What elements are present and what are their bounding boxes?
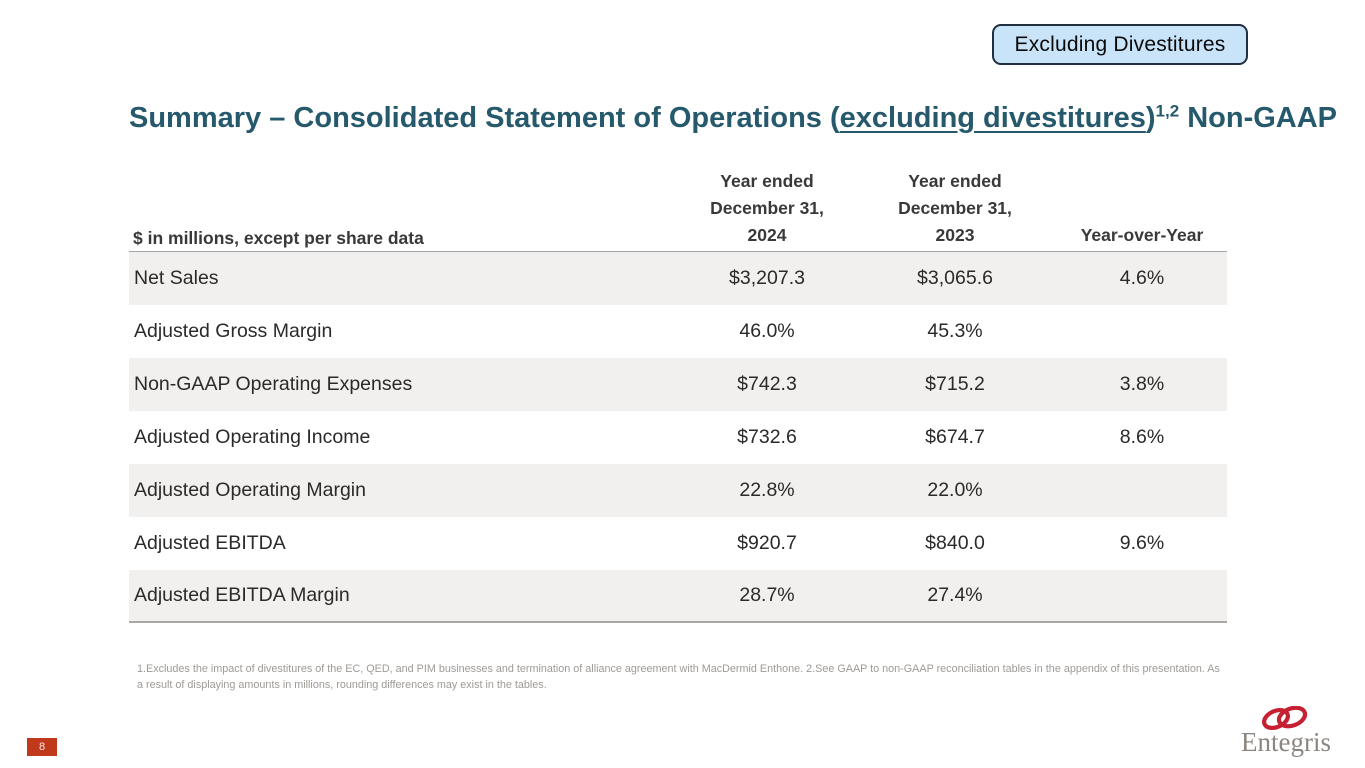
header-year-2023: Year ended December 31, 2023 <box>853 168 1057 249</box>
row-value-2023: 45.3% <box>927 320 983 342</box>
row-value-2024: $3,207.3 <box>729 267 805 289</box>
table-body: Net Sales $3,207.3 $3,065.6 4.6% Adjuste… <box>129 252 1227 623</box>
row-label: Non-GAAP Operating Expenses <box>134 373 413 395</box>
row-label: Adjusted Operating Income <box>134 426 371 448</box>
header-2024-line2: December 31, <box>710 198 824 218</box>
row-value-yoy: 8.6% <box>1119 426 1165 448</box>
row-value-yoy: 9.6% <box>1119 532 1165 554</box>
title-close-paren: ) <box>1145 102 1156 134</box>
logo-wordmark: Entegris <box>1241 727 1331 757</box>
table-row: Adjusted Operating Income $732.6 $674.7 … <box>129 411 1227 464</box>
page-number-badge: 8 <box>27 738 57 756</box>
row-value-2023: $3,065.6 <box>917 267 993 289</box>
financials-table: $ in millions, except per share data Yea… <box>129 168 1227 623</box>
row-value-2023: $674.7 <box>925 426 985 448</box>
table-row: Adjusted EBITDA $920.7 $840.0 9.6% <box>129 517 1227 570</box>
row-label: Adjusted EBITDA <box>134 532 286 554</box>
header-2024-line3: 2024 <box>747 225 787 245</box>
row-label: Adjusted Gross Margin <box>134 320 333 342</box>
entegris-logo-graphic: Entegris <box>1241 705 1331 757</box>
logo-ring-right <box>1276 705 1308 729</box>
row-label: Adjusted EBITDA Margin <box>134 584 350 606</box>
table-row: Non-GAAP Operating Expenses $742.3 $715.… <box>129 358 1227 411</box>
footnotes-text: 1.Excludes the impact of divestitures of… <box>137 663 1220 692</box>
table-row: Adjusted Operating Margin 22.8% 22.0% <box>129 464 1227 517</box>
row-value-2024: $920.7 <box>737 532 797 554</box>
page-title: Summary – Consolidated Statement of Oper… <box>129 101 1337 135</box>
title-footnote-superscript: 1,2 <box>1155 101 1180 121</box>
row-label: Net Sales <box>134 267 219 289</box>
row-value-2023: 22.0% <box>927 479 983 501</box>
row-value-2023: 27.4% <box>927 584 983 606</box>
row-value-2023: $840.0 <box>925 532 985 554</box>
row-value-2024: $742.3 <box>737 373 797 395</box>
header-2023-line2: December 31, <box>898 198 1012 218</box>
row-label: Adjusted Operating Margin <box>134 479 366 501</box>
table-header-row: $ in millions, except per share data Yea… <box>129 168 1227 252</box>
header-2023-line3: 2023 <box>935 225 975 245</box>
table-row: Adjusted EBITDA Margin 28.7% 27.4% <box>129 570 1227 623</box>
entegris-logo: Entegris <box>1233 705 1343 761</box>
row-value-2023: $715.2 <box>925 373 985 395</box>
header-units-note: $ in millions, except per share data <box>133 228 424 248</box>
title-underlined-text: excluding divestitures <box>839 102 1146 134</box>
header-2024-line1: Year ended <box>720 171 814 191</box>
row-value-2024: 28.7% <box>739 584 795 606</box>
row-value-yoy: 3.8% <box>1119 373 1165 395</box>
table-row: Adjusted Gross Margin 46.0% 45.3% <box>129 305 1227 358</box>
table-row: Net Sales $3,207.3 $3,065.6 4.6% <box>129 252 1227 305</box>
header-year-2024: Year ended December 31, 2024 <box>681 168 853 249</box>
row-value-2024: $732.6 <box>737 426 797 448</box>
excluding-divestitures-badge: Excluding Divestitures <box>992 24 1248 65</box>
badge-label: Excluding Divestitures <box>1014 32 1226 56</box>
header-2023-line1: Year ended <box>908 171 1002 191</box>
title-suffix: Non-GAAP <box>1179 102 1338 134</box>
row-value-2024: 22.8% <box>739 479 795 501</box>
header-year-over-year: Year-over-Year <box>1080 225 1204 245</box>
row-value-2024: 46.0% <box>739 320 795 342</box>
title-prefix: Summary – Consolidated Statement of Oper… <box>129 102 840 134</box>
row-value-yoy: 4.6% <box>1119 267 1165 289</box>
logo-ring-left <box>1262 707 1290 731</box>
page-number: 8 <box>38 741 46 753</box>
